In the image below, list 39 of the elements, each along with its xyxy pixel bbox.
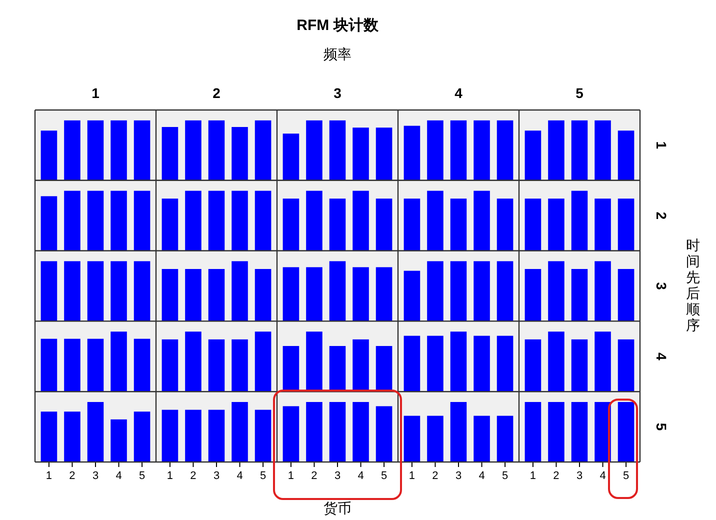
x-tick-label: 1 — [46, 470, 52, 482]
y2-axis-title: 1 — [653, 141, 670, 150]
text: 频率 — [324, 46, 352, 62]
x-tick-label: 4 — [236, 470, 243, 482]
y2-axis-title: 3 — [653, 282, 670, 290]
x-tick-label: 5 — [260, 470, 266, 482]
x-tick-label: 3 — [334, 470, 341, 482]
x-tick-label: 3 — [576, 470, 583, 482]
x-tick-label: 1 — [408, 470, 416, 482]
x-tick-label: 5 — [138, 470, 146, 482]
x-tick-label: 5 — [622, 470, 630, 482]
text: RFM 块计数 — [296, 17, 380, 34]
x-tick-label: 4 — [600, 470, 606, 482]
x-tick-label: 5 — [502, 470, 508, 482]
x-tick-label: 5 — [380, 470, 388, 482]
x-tick-label: 1 — [166, 470, 174, 482]
y2-axis-title: 2 — [653, 212, 670, 220]
x-tick-label: 3 — [213, 470, 220, 482]
x-tick-label: 3 — [92, 470, 99, 482]
x-tick-label: 1 — [288, 470, 294, 482]
text: 时间先后顺序 — [686, 237, 700, 333]
chart-title: 1 — [92, 85, 100, 101]
chart-title: 5 — [576, 85, 584, 101]
x-tick-label: 4 — [116, 470, 122, 482]
y2-axis-title: 4 — [653, 352, 670, 360]
x-tick-label: 2 — [311, 470, 318, 482]
x-tick-label: 3 — [455, 470, 462, 482]
chart-title: 4 — [454, 85, 463, 101]
x-tick-label: 1 — [530, 470, 536, 482]
x-tick-label: 4 — [478, 470, 485, 482]
x-tick-label: 2 — [69, 470, 76, 482]
y2-axis-title: 5 — [653, 422, 670, 431]
chart-title: 3 — [334, 85, 342, 101]
x-tick-label: 2 — [553, 470, 560, 482]
x-tick-label: 2 — [190, 470, 196, 482]
x-tick-label: 4 — [358, 470, 364, 482]
chart-title: 2 — [212, 85, 221, 101]
text: 货币 — [324, 500, 352, 516]
x-tick-label: 2 — [432, 470, 438, 482]
